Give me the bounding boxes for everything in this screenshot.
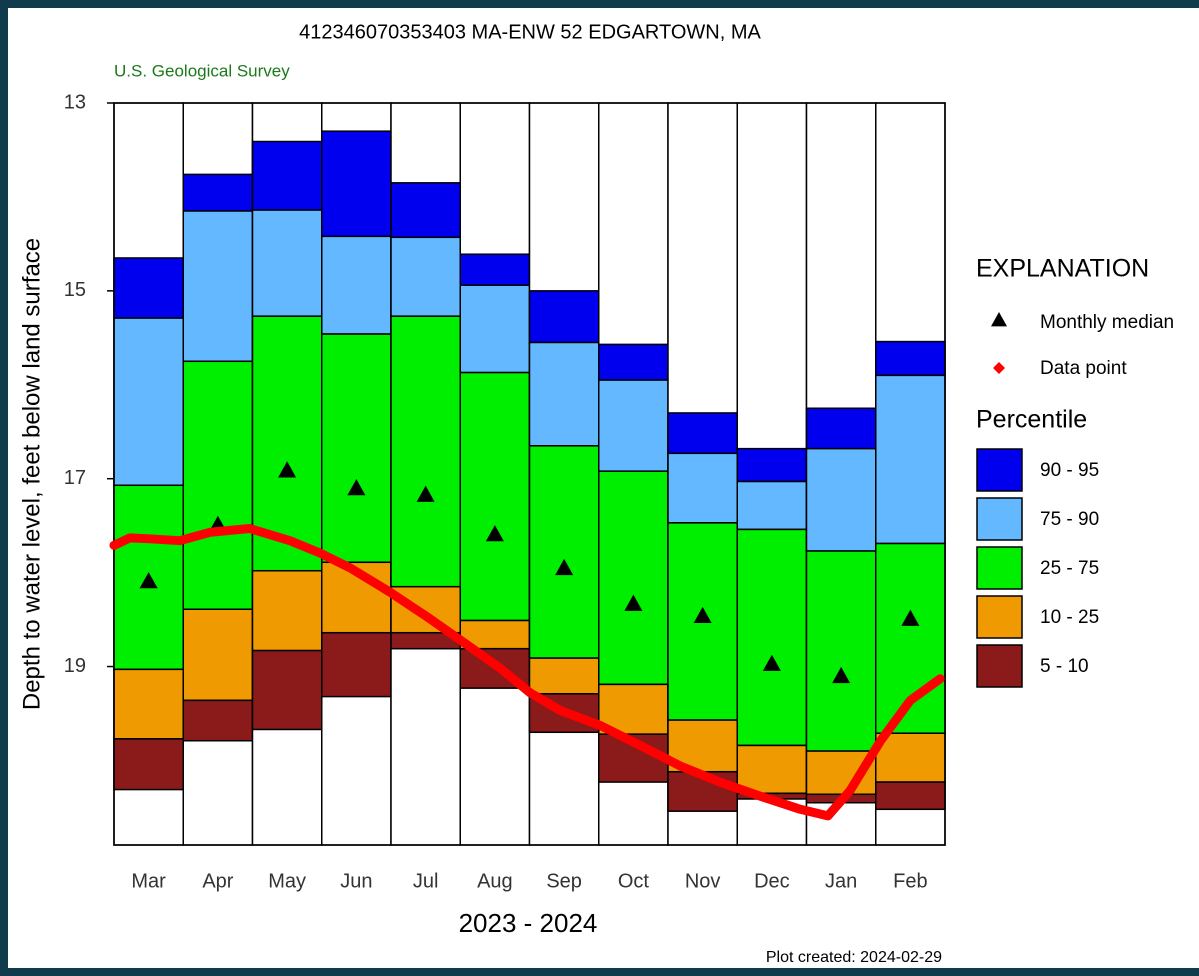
percentile-band [598,379,669,472]
percentile-band [321,235,392,335]
median-marker [624,594,643,611]
percentile-band [875,781,946,811]
median-marker [693,606,712,624]
percentile-band [805,407,877,450]
x-tick-label: Jan [825,870,857,892]
legend-label: 90 - 95 [1040,460,1099,481]
percentile-band [598,343,669,381]
percentile-band [459,371,531,622]
percentile-band [321,333,392,564]
y-tick-label: 19 [64,655,86,677]
subtitle: U.S. Geological Survey [114,61,290,80]
plot-border [113,102,946,846]
percentile-band [182,173,254,212]
y-axis-title: Depth to water level, feet below land su… [18,238,45,710]
legend-label: 10 - 25 [1040,607,1099,628]
median-marker [762,654,781,671]
y-tick-label: 17 [64,467,86,489]
percentile-band [528,290,600,344]
percentile-band [528,341,600,447]
legend-swatch [976,644,1023,688]
chart-title: 412346070353403 MA-ENW 52 EDGARTOWN, MA [299,21,761,43]
legend-swatch [976,546,1023,590]
median-marker [416,485,435,502]
percentile-band [182,360,254,611]
x-tick-label: Jul [413,870,439,892]
median-marker [139,572,158,589]
x-tick-label: Dec [754,870,790,892]
percentile-band [182,210,254,363]
percentile-band [736,528,808,747]
legend-title: EXPLANATION [976,255,1149,283]
percentile-band [251,140,323,211]
percentile-band [251,209,323,317]
x-tick-label: Aug [477,870,513,892]
percentile-band [805,447,877,552]
legend-swatch [976,448,1023,492]
percentile-band [736,744,808,795]
legend-data-symbol [993,362,1005,374]
y-tick-label: 15 [64,279,86,301]
percentile-band [598,470,669,686]
legend-subtitle: Percentile [976,406,1087,434]
legend-swatch [976,595,1023,639]
percentile-band [390,182,461,239]
x-tick-label: May [268,870,306,892]
percentile-band [736,447,808,483]
percentile-band [390,236,461,317]
percentile-band [459,253,531,286]
note: Plot created: 2024-02-29 [766,949,942,966]
percentile-band [390,585,461,634]
median-marker [901,609,920,626]
y-tick-label: 13 [64,91,86,113]
x-tick-label: Sep [546,870,582,892]
x-tick-label: Mar [131,870,166,892]
legend-label: Data point [1040,358,1127,379]
legend-swatch [976,497,1023,541]
legend-label: Monthly median [1040,312,1174,333]
percentile-band [113,738,184,791]
percentile-band [459,284,531,374]
x-tick-label: Oct [618,870,650,892]
median-marker [555,558,574,576]
percentile-band [875,340,946,377]
percentile-band [321,130,392,238]
x-tick-label: Jun [340,870,372,892]
percentile-band [875,374,946,545]
median-marker [485,525,504,542]
x-axis-title: 2023 - 2024 [459,908,598,938]
median-marker [278,461,297,478]
percentile-band [667,412,738,455]
legend-label: 5 - 10 [1040,656,1089,677]
percentile-band [667,452,738,524]
legend-label: 75 - 90 [1040,509,1099,530]
percentile-band [736,480,808,531]
percentile-band [528,445,600,659]
x-tick-label: Apr [202,870,233,892]
x-tick-label: Nov [685,870,721,892]
percentile-band [251,569,323,652]
percentile-band [182,699,254,742]
median-marker [347,479,366,496]
percentile-band [182,608,254,702]
percentile-band [805,550,877,752]
percentile-band [875,732,946,783]
percentile-band [113,668,184,740]
percentile-band [321,631,392,698]
percentile-band [113,257,184,319]
median-marker [832,666,851,684]
percentile-band [251,649,323,731]
percentile-band [390,315,461,588]
data-line [109,523,945,821]
legend-label: 25 - 75 [1040,558,1099,579]
percentile-band [113,317,184,487]
percentile-band [528,657,600,695]
x-tick-label: Feb [893,870,927,892]
legend-median-symbol [991,312,1007,327]
